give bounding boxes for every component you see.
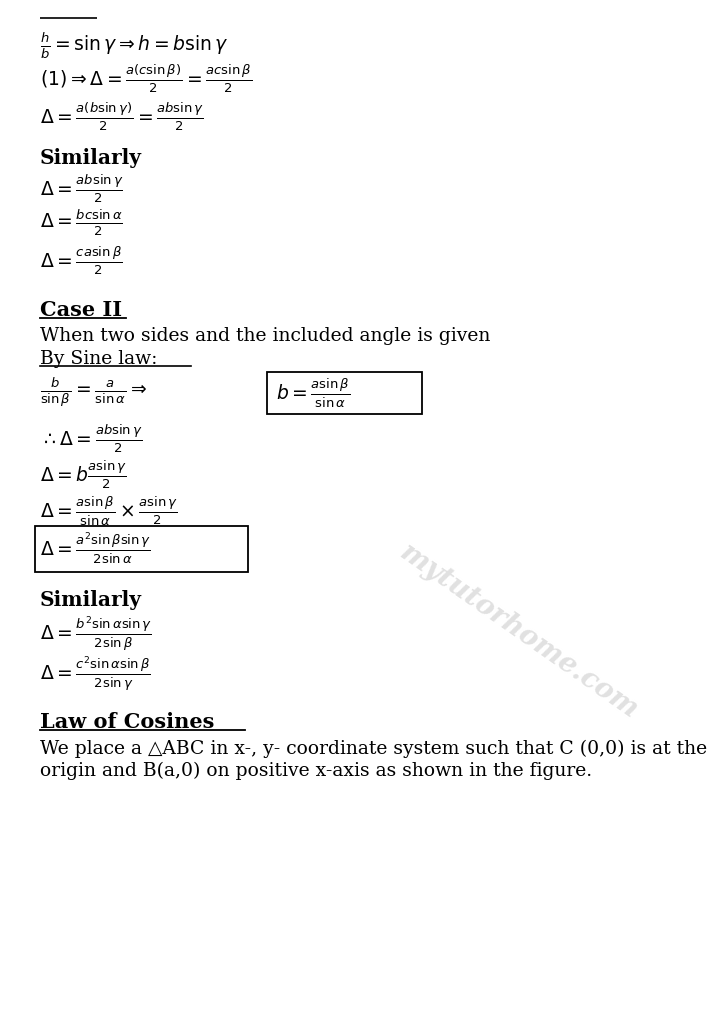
Text: $\Delta = \frac{ca\sin\beta}{2}$: $\Delta = \frac{ca\sin\beta}{2}$: [40, 244, 122, 277]
Bar: [267, 372, 422, 414]
Text: Case II: Case II: [40, 300, 122, 320]
Text: When two sides and the included angle is given: When two sides and the included angle is…: [40, 327, 490, 345]
Text: $\therefore\Delta= \frac{ab\sin\gamma}{2}$: $\therefore\Delta= \frac{ab\sin\gamma}{2…: [40, 422, 143, 455]
Text: $\Delta= \frac{a\sin\beta}{\sin\alpha} \times \frac{a\sin\gamma}{2}$: $\Delta= \frac{a\sin\beta}{\sin\alpha} \…: [40, 494, 177, 527]
Text: $\frac{h}{b} = \sin\gamma \Rightarrow h = b\sin\gamma$: $\frac{h}{b} = \sin\gamma \Rightarrow h …: [40, 30, 228, 61]
Bar: [35, 526, 248, 572]
Text: $\Delta = \frac{ab\sin\gamma}{2}$: $\Delta = \frac{ab\sin\gamma}{2}$: [40, 172, 123, 205]
Text: We place a △ABC in x-, y- coordinate system such that C (0,0) is at the: We place a △ABC in x-, y- coordinate sys…: [40, 740, 707, 758]
Text: $\Delta= \frac{c^{2}\sin\alpha\sin\beta}{2\sin\gamma}$: $\Delta= \frac{c^{2}\sin\alpha\sin\beta}…: [40, 654, 150, 693]
Text: $\Delta= b\frac{a\sin\gamma}{2}$: $\Delta= b\frac{a\sin\gamma}{2}$: [40, 458, 127, 491]
Text: $\frac{b}{\sin\beta} = \frac{a}{\sin\alpha} \Rightarrow$: $\frac{b}{\sin\beta} = \frac{a}{\sin\alp…: [40, 376, 147, 410]
Text: $\Delta = \frac{bc\sin\alpha}{2}$: $\Delta = \frac{bc\sin\alpha}{2}$: [40, 208, 122, 238]
Text: $\Delta= \frac{a^{2}\sin\beta\sin\gamma}{2\sin\alpha}$: $\Delta= \frac{a^{2}\sin\beta\sin\gamma}…: [40, 530, 151, 566]
Text: Law of Cosines: Law of Cosines: [40, 712, 214, 732]
Text: By Sine law:: By Sine law:: [40, 350, 157, 367]
Text: Similarly: Similarly: [40, 148, 141, 168]
Text: $(1) \Rightarrow \Delta = \frac{a(c\sin\beta)}{2} = \frac{ac\sin\beta}{2}$: $(1) \Rightarrow \Delta = \frac{a(c\sin\…: [40, 62, 252, 95]
Text: origin and B(a,0) on positive x-axis as shown in the figure.: origin and B(a,0) on positive x-axis as …: [40, 762, 592, 780]
Text: mytutorhome.com: mytutorhome.com: [394, 539, 643, 724]
Text: $b = \frac{a\sin\beta}{\sin\alpha}$: $b = \frac{a\sin\beta}{\sin\alpha}$: [276, 376, 350, 409]
Text: $\Delta = \frac{a(b\sin\gamma)}{2} = \frac{ab\sin\gamma}{2}$: $\Delta = \frac{a(b\sin\gamma)}{2} = \fr…: [40, 100, 204, 133]
Text: $\Delta= \frac{b^{2}\sin\alpha\sin\gamma}{2\sin\beta}$: $\Delta= \frac{b^{2}\sin\alpha\sin\gamma…: [40, 614, 152, 653]
Text: Similarly: Similarly: [40, 590, 141, 610]
